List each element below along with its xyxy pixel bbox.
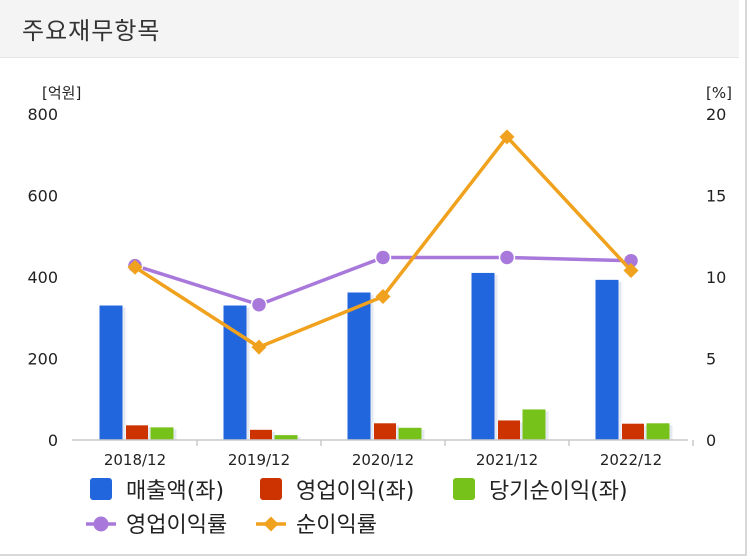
x-axis-tick: 2022/12 [600, 451, 662, 469]
bar-revenue[interactable] [347, 292, 371, 440]
right-axis-unit: [%] [706, 84, 732, 102]
bar-revenue[interactable] [99, 305, 123, 440]
x-axis-tick: 2021/12 [476, 451, 538, 469]
operating-margin-point[interactable] [250, 296, 268, 313]
legend-marker [93, 516, 109, 532]
net-margin-line [134, 135, 633, 349]
legend-label[interactable]: 영업이익(좌) [296, 479, 414, 504]
left-axis-tick: 800 [27, 105, 58, 124]
legend-label[interactable]: 순이익률 [296, 513, 377, 538]
legend-swatch [453, 478, 475, 500]
bar-net-income[interactable] [646, 423, 670, 440]
legend-label[interactable]: 영업이익률 [126, 513, 227, 538]
left-axis-tick: 0 [48, 431, 58, 450]
net-margin-point[interactable] [127, 259, 143, 275]
net-margin-point[interactable] [375, 289, 391, 305]
legend-label[interactable]: 당기순이익(좌) [489, 479, 628, 504]
bar-net-income[interactable] [274, 435, 298, 440]
legend-marker [263, 516, 279, 532]
legend-label[interactable]: 매출액(좌) [126, 479, 224, 504]
right-axis-tick: 15 [706, 187, 726, 206]
bar-operating-profit[interactable] [374, 423, 396, 440]
bar-operating-profit[interactable] [126, 425, 148, 440]
right-axis-tick: 10 [706, 268, 726, 287]
widget-title: 주요재무항목 [22, 17, 161, 45]
x-axis-tick: 2018/12 [104, 451, 166, 469]
bar-operating-profit[interactable] [498, 420, 520, 440]
bar-net-income[interactable] [522, 409, 546, 440]
net-margin-point[interactable] [499, 129, 515, 145]
left-axis-tick: 600 [27, 187, 58, 206]
operating-margin-point[interactable] [498, 249, 516, 266]
left-axis-tick: 400 [27, 268, 58, 287]
left-axis-unit: [억원] [42, 84, 81, 102]
bar-revenue[interactable] [223, 305, 247, 440]
net-margin-point[interactable] [623, 262, 639, 278]
bar-operating-profit[interactable] [622, 423, 644, 440]
bar-revenue[interactable] [471, 272, 495, 440]
right-axis-tick: 5 [706, 350, 716, 369]
net-margin-point[interactable] [251, 339, 267, 355]
right-axis-tick: 0 [706, 431, 716, 450]
bar-net-income[interactable] [150, 427, 174, 440]
bar-operating-profit[interactable] [250, 429, 272, 440]
left-axis-tick: 200 [27, 350, 58, 369]
legend-swatch [90, 478, 112, 500]
x-axis-tick: 2020/12 [352, 451, 414, 469]
bar-revenue[interactable] [595, 279, 619, 440]
legend-swatch [260, 478, 282, 500]
bar-net-income[interactable] [398, 427, 422, 440]
x-axis-tick: 2019/12 [228, 451, 290, 469]
right-axis-tick: 20 [706, 105, 726, 124]
widget-header: 주요재무항목 [0, 0, 739, 58]
operating-margin-point[interactable] [374, 249, 392, 266]
